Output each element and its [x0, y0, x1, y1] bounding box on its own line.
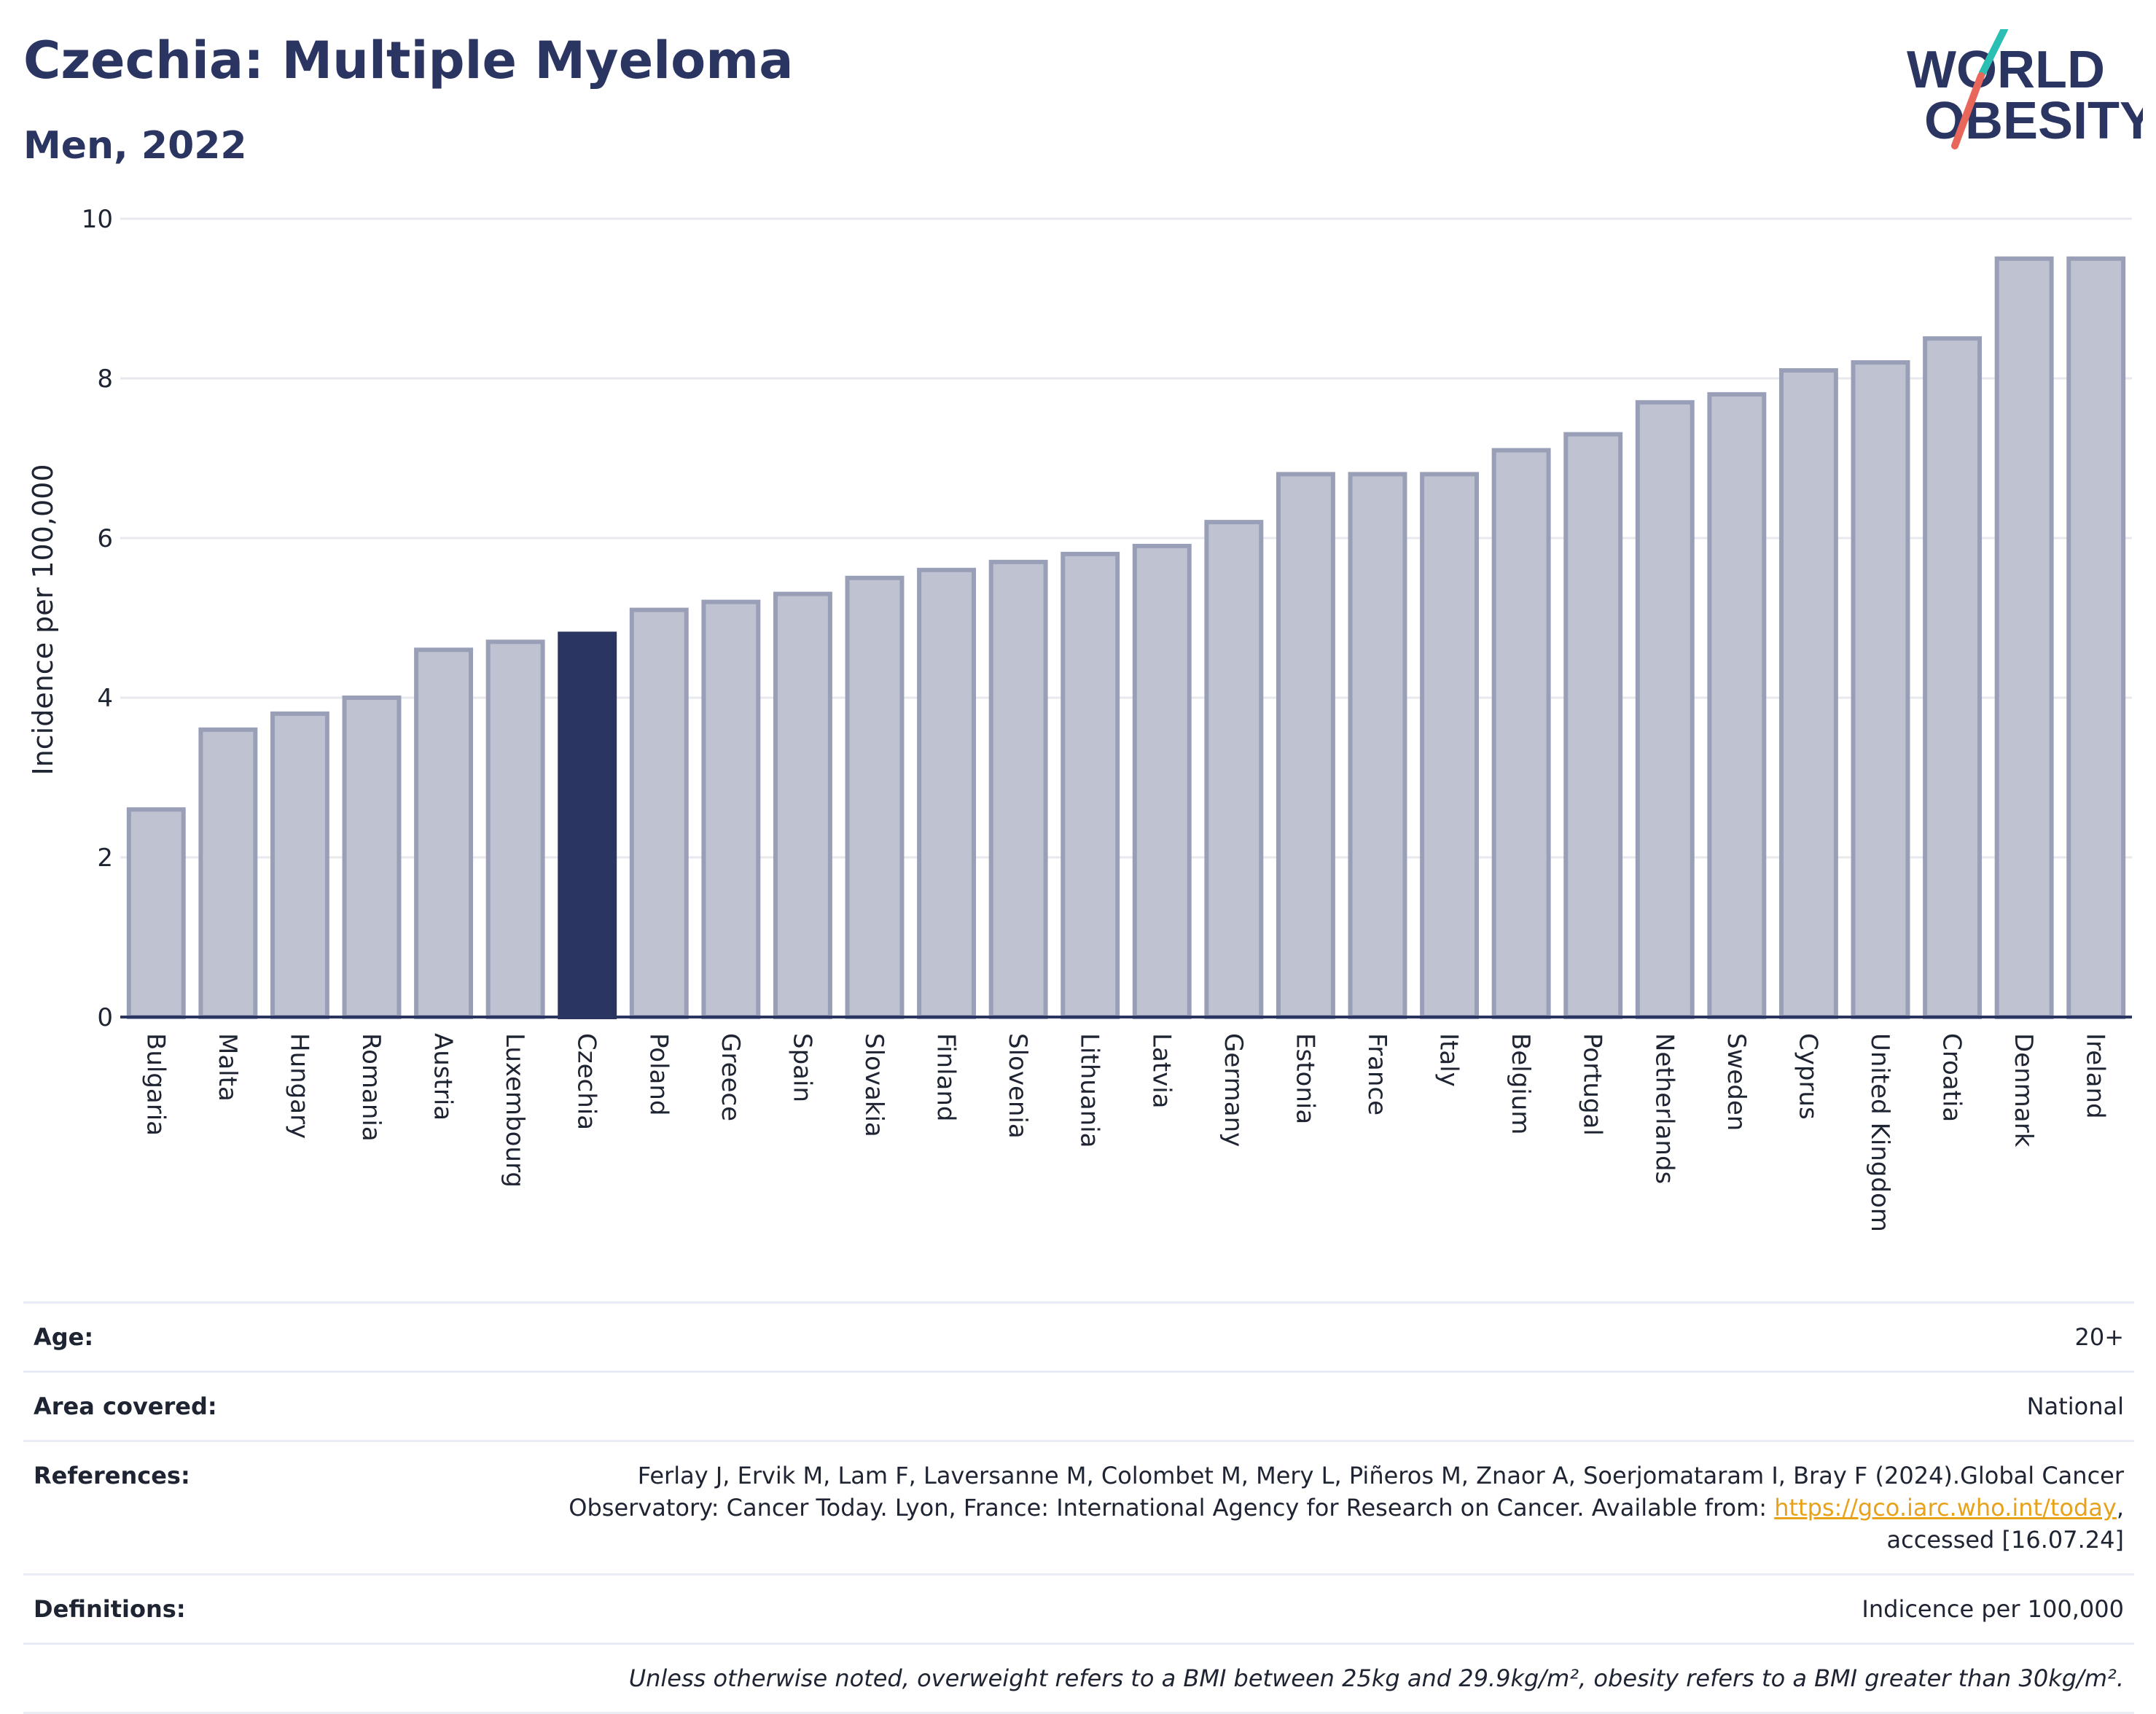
age-label: Age:: [23, 1301, 554, 1372]
x-tick-label: Denmark: [2009, 1033, 2038, 1148]
y-tick-label: 4: [97, 684, 113, 713]
bar-cyprus: [1778, 368, 1838, 1019]
bar-hungary: [270, 711, 329, 1020]
bar-croatia: [1923, 336, 1983, 1019]
bars: [126, 256, 2126, 1020]
y-tick-label: 6: [97, 524, 113, 553]
x-tick-label: Finland: [931, 1033, 961, 1122]
bar-slovakia: [845, 575, 905, 1019]
x-tick-label: Poland: [644, 1033, 673, 1116]
bar-estonia: [1276, 472, 1335, 1019]
x-tick-label: Estonia: [1290, 1033, 1319, 1124]
x-tick-label: Croatia: [1937, 1033, 1966, 1122]
logo-text-line1: WORLD: [1907, 41, 2105, 99]
x-tick-labels: Bulgaria Malta Hungary Romania Austria Luxemb…: [141, 1033, 2109, 1232]
bar-belgium: [1491, 448, 1551, 1019]
info-table: Age: 20+ Area covered: National Referenc…: [23, 1301, 2134, 1714]
y-tick-labels: 0 2 4 6 8 10: [82, 205, 113, 1032]
bar-luxembourg: [485, 639, 545, 1019]
area-label: Area covered:: [23, 1371, 554, 1441]
y-tick-label: 0: [97, 1003, 113, 1032]
bar-bulgaria: [126, 807, 186, 1019]
info-row-note: Unless otherwise noted, overweight refer…: [23, 1643, 2134, 1714]
bar-france: [1348, 472, 1407, 1019]
bar-sweden: [1707, 392, 1767, 1019]
info-row-references: References: Ferlay J, Ervik M, Lam F, La…: [23, 1440, 2134, 1575]
bar-united-kingdom: [1851, 360, 1910, 1020]
bar-latvia: [1132, 543, 1192, 1019]
info-row-definitions: Definitions: Indicence per 100,000: [23, 1573, 2134, 1644]
area-value: National: [554, 1371, 2134, 1441]
x-tick-label: Hungary: [284, 1033, 313, 1139]
bmi-note: Unless otherwise noted, overweight refer…: [554, 1643, 2134, 1714]
x-tick-label: Luxembourg: [500, 1033, 529, 1188]
x-tick-label: Spain: [787, 1033, 816, 1102]
logo-slash-coral: [1951, 72, 1985, 149]
x-tick-label: Italy: [1434, 1033, 1464, 1087]
info-row-area: Area covered: National: [23, 1371, 2134, 1441]
bar-netherlands: [1635, 400, 1695, 1020]
bar-greece: [701, 599, 761, 1019]
x-tick-label: France: [1362, 1033, 1391, 1115]
x-tick-label: Slovakia: [859, 1033, 888, 1137]
bar-czechia: [558, 631, 617, 1019]
bar-poland: [629, 607, 689, 1019]
definitions-value: Indicence per 100,000: [554, 1573, 2134, 1644]
bar-chart: 0 2 4 6 8 10 Bulgaria Malta Hungary Romania Austr…: [27, 205, 2132, 1232]
references-label: References:: [23, 1440, 554, 1575]
y-tick-label: 8: [97, 365, 113, 394]
x-tick-label: Czechia: [572, 1033, 601, 1130]
bar-denmark: [1994, 256, 2054, 1019]
world-obesity-logo: WORLD OBESITY: [1907, 29, 2143, 150]
x-tick-label: Slovenia: [1003, 1033, 1032, 1139]
page-title: Czechia: Multiple Myeloma: [23, 31, 794, 90]
bar-ireland: [2066, 256, 2126, 1019]
references-link[interactable]: https://gco.iarc.who.int/today: [1774, 1494, 2117, 1522]
info-row-age: Age: 20+: [23, 1301, 2134, 1372]
bar-lithuania: [1061, 551, 1120, 1019]
bar-malta: [198, 727, 258, 1019]
bar-austria: [414, 647, 474, 1019]
x-tick-label: United Kingdom: [1865, 1033, 1894, 1232]
x-tick-label: Sweden: [1722, 1033, 1751, 1131]
x-tick-label: Latvia: [1147, 1033, 1176, 1109]
page-subtitle: Men, 2022: [23, 124, 247, 168]
bar-finland: [917, 567, 977, 1019]
bar-portugal: [1563, 432, 1623, 1019]
x-tick-label: Bulgaria: [141, 1033, 170, 1136]
age-value: 20+: [554, 1301, 2134, 1372]
x-tick-label: Germany: [1219, 1033, 1248, 1147]
x-tick-label: Greece: [716, 1033, 745, 1121]
references-text: Ferlay J, Ervik M, Lam F, Laversanne M, …: [569, 1462, 2124, 1522]
y-tick-label: 2: [97, 844, 113, 873]
y-tick-label: 10: [82, 205, 113, 234]
bar-germany: [1204, 520, 1264, 1020]
x-tick-label: Portugal: [1578, 1033, 1607, 1136]
x-tick-label: Austria: [429, 1033, 458, 1121]
references-value: Ferlay J, Ervik M, Lam F, Laversanne M, …: [554, 1440, 2134, 1575]
x-tick-label: Cyprus: [1793, 1033, 1822, 1120]
bar-romania: [342, 696, 402, 1019]
definitions-label: Definitions:: [23, 1573, 554, 1644]
logo-slash-teal: [1979, 29, 2008, 77]
x-tick-label: Lithuania: [1075, 1033, 1104, 1148]
x-tick-label: Ireland: [2081, 1033, 2110, 1119]
references-accessed: , accessed [16.07.24]: [1886, 1494, 2124, 1554]
x-tick-label: Belgium: [1506, 1033, 1535, 1134]
bar-slovenia: [988, 559, 1048, 1019]
bar-italy: [1420, 472, 1480, 1019]
x-tick-label: Malta: [213, 1033, 242, 1102]
x-tick-label: Romania: [356, 1033, 386, 1142]
x-tick-label: Netherlands: [1649, 1033, 1679, 1184]
bar-spain: [773, 591, 832, 1019]
y-axis-label: Incidence per 100,000: [27, 464, 59, 775]
